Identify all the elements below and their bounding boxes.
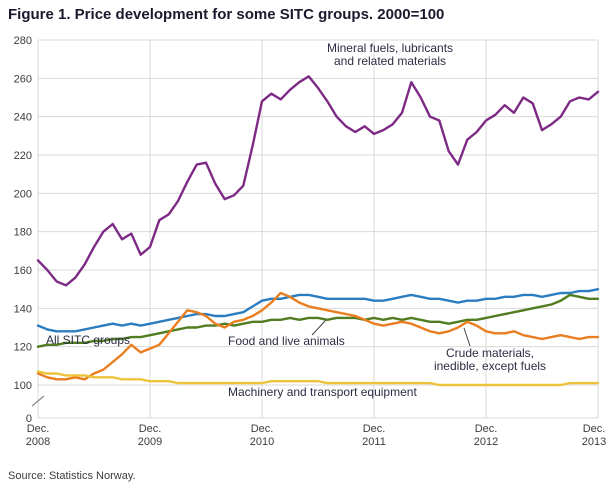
axis-break-mark (31, 395, 45, 407)
x-tick-label: 2013 (582, 436, 606, 448)
label-food-leader (311, 319, 327, 336)
series-line-all-sitc-groups (36, 288, 600, 333)
y-tick-label: 240 (14, 112, 32, 124)
y-tick-label-zero: 0 (26, 413, 32, 425)
figure-title: Figure 1. Price development for some SIT… (8, 6, 445, 23)
x-tick-label: Dec. (363, 423, 386, 435)
y-tick-label: 160 (14, 265, 32, 277)
x-tick-label: Dec. (583, 423, 606, 435)
y-tick-label: 280 (14, 35, 32, 47)
x-tick-label: 2010 (250, 436, 274, 448)
y-tick-label: 220 (14, 150, 32, 162)
x-tick-label: Dec. (27, 423, 50, 435)
x-tick-label: 2012 (474, 436, 498, 448)
series-line-crude-materials (36, 291, 600, 381)
x-tick-label: 2009 (138, 436, 162, 448)
line-chart: 1001201401601802002202402602800Dec.2008D… (14, 35, 607, 448)
x-tick-label: Dec. (139, 423, 162, 435)
y-tick-label: 100 (14, 380, 32, 392)
label-crude-materials-leader (463, 327, 471, 347)
x-tick-label: 2011 (362, 436, 386, 448)
x-tick-label: 2008 (26, 436, 50, 448)
series-line-food-and-live-animals (36, 293, 600, 348)
y-tick-label: 200 (14, 188, 32, 200)
source-note: Source: Statistics Norway. (8, 470, 136, 482)
series-line-machinery-transport (36, 370, 600, 387)
y-tick-label: 260 (14, 73, 32, 85)
x-tick-label: Dec. (475, 423, 498, 435)
y-tick-label: 180 (14, 227, 32, 239)
x-tick-label: Dec. (251, 423, 274, 435)
series-line-mineral-fuels (36, 75, 600, 287)
y-tick-label: 140 (14, 303, 32, 315)
y-tick-label: 120 (14, 342, 32, 354)
